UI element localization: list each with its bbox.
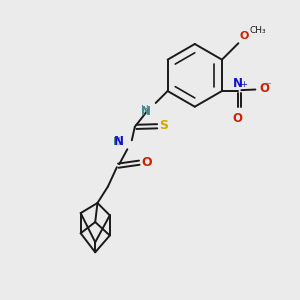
Text: H: H — [113, 137, 121, 147]
Text: N: N — [114, 135, 124, 148]
Text: H: H — [141, 105, 149, 115]
Text: N: N — [141, 105, 151, 118]
Text: ⁻: ⁻ — [265, 81, 271, 91]
Text: +: + — [240, 80, 247, 89]
Text: O: O — [141, 156, 152, 169]
Text: O: O — [260, 82, 270, 95]
Text: O: O — [233, 112, 243, 125]
Text: O: O — [240, 31, 249, 41]
Text: S: S — [159, 119, 168, 132]
Text: CH₃: CH₃ — [249, 26, 266, 35]
Text: N: N — [233, 77, 243, 90]
